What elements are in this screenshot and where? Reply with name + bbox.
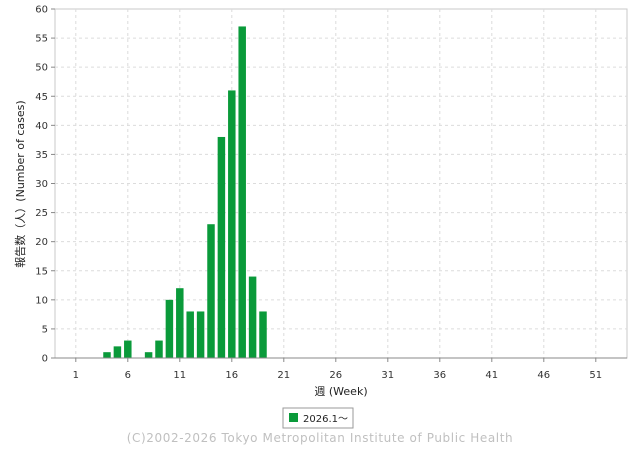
y-tick-label: 45 <box>35 92 48 103</box>
y-tick-label: 55 <box>35 34 48 45</box>
bar-week-16 <box>228 90 236 358</box>
x-tick-label: 36 <box>433 370 446 381</box>
y-axis-title: 報告数（人）(Number of cases) <box>14 100 27 267</box>
x-tick-label: 51 <box>589 370 602 381</box>
bars <box>103 26 267 358</box>
legend-box <box>282 407 354 429</box>
bar-week-4 <box>103 352 111 358</box>
bar-week-12 <box>186 311 194 358</box>
y-tick-label: 0 <box>42 354 48 365</box>
y-tick-label: 5 <box>42 324 48 335</box>
bar-week-14 <box>207 224 215 358</box>
x-tick-label: 31 <box>381 370 394 381</box>
y-tick-label: 10 <box>35 295 48 306</box>
bar-week-19 <box>259 311 267 358</box>
y-tick-label: 50 <box>35 63 48 74</box>
x-tick-label: 26 <box>329 370 342 381</box>
y-tick-label: 25 <box>35 208 48 219</box>
bar-week-17 <box>238 26 246 358</box>
x-tick-label: 6 <box>125 370 131 381</box>
y-tick-label: 35 <box>35 150 48 161</box>
bar-week-6 <box>124 340 132 358</box>
y-tick-label: 15 <box>35 266 48 277</box>
y-tick-label: 20 <box>35 237 48 248</box>
x-axis-title: 週 (Week) <box>314 385 367 398</box>
x-tick-label: 41 <box>485 370 498 381</box>
y-tick-label: 40 <box>35 121 48 132</box>
legend-label-2026: 2026.1〜 <box>303 414 348 425</box>
x-tick-label: 11 <box>173 370 186 381</box>
bar-week-9 <box>155 340 163 358</box>
legend-swatch-2026 <box>289 413 298 422</box>
y-tick-label: 60 <box>35 5 48 16</box>
legend: 2026.1〜 <box>282 407 354 429</box>
x-tick-label: 16 <box>225 370 238 381</box>
bar-week-11 <box>176 288 184 358</box>
bar-week-18 <box>248 276 257 358</box>
x-tick-label: 1 <box>73 370 79 381</box>
bar-week-5 <box>113 346 122 358</box>
x-tick-label: 46 <box>537 370 550 381</box>
bar-week-8 <box>144 352 153 358</box>
y-tick-label: 30 <box>35 179 48 190</box>
copyright-text: (C)2002-2026 Tokyo Metropolitan Institut… <box>127 431 514 445</box>
bar-week-10 <box>165 299 174 358</box>
x-tick-label: 21 <box>277 370 290 381</box>
bar-week-13 <box>196 311 205 358</box>
bar-week-15 <box>217 136 226 358</box>
